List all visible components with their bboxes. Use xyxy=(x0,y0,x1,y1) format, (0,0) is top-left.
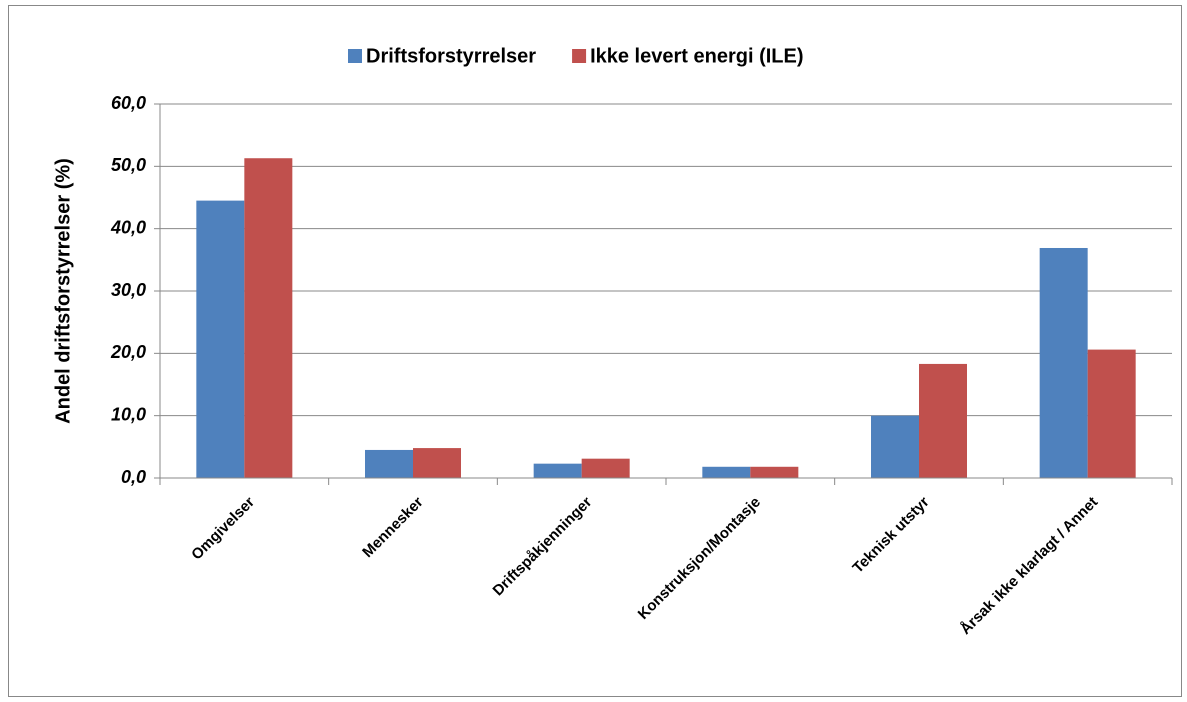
bar xyxy=(871,415,919,478)
bar xyxy=(1039,247,1088,478)
y-tick-label: 50,0 xyxy=(111,155,146,175)
y-tick-label: 10,0 xyxy=(111,404,146,424)
bar xyxy=(244,158,293,479)
bar xyxy=(413,448,461,478)
bar xyxy=(702,466,751,478)
y-axis-title: Andel driftsforstyrrelser (%) xyxy=(52,158,74,424)
y-tick-label: 60,0 xyxy=(111,93,146,113)
bar xyxy=(750,466,799,478)
legend-label: Ikke levert energi (ILE) xyxy=(590,45,803,67)
bar xyxy=(365,449,413,478)
y-tick-label: 30,0 xyxy=(111,280,146,300)
bar xyxy=(533,463,582,478)
bar xyxy=(1087,349,1136,478)
legend-label: Driftsforstyrrelser xyxy=(366,45,536,67)
bar xyxy=(581,458,630,478)
legend-swatch xyxy=(572,49,587,63)
y-tick-label: 20,0 xyxy=(110,342,146,362)
legend-swatch xyxy=(348,49,362,63)
bar xyxy=(919,363,967,478)
bar xyxy=(196,200,245,478)
y-tick-label: 40,0 xyxy=(110,217,146,237)
y-tick-label: 0,0 xyxy=(121,467,146,487)
